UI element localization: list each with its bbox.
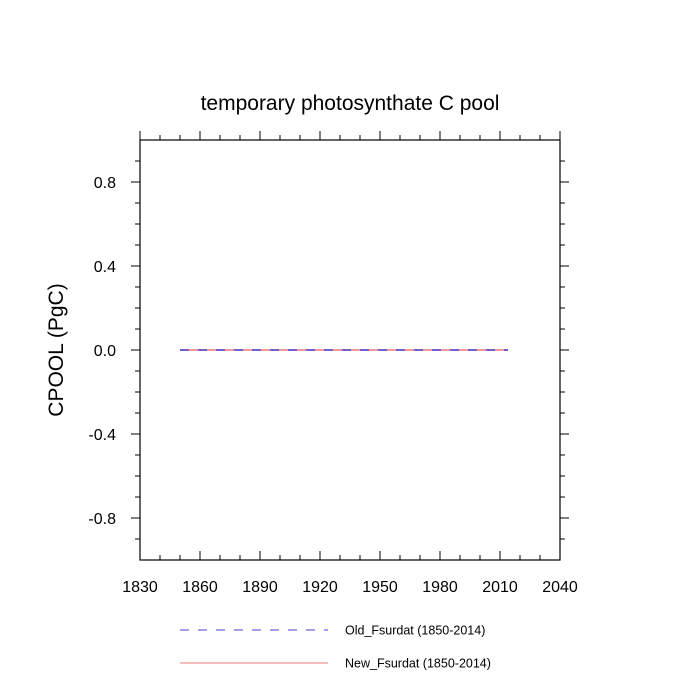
y-axis-label: CPOOL (PgC) <box>45 283 68 416</box>
y-tick-label: -0.8 <box>88 511 116 528</box>
x-tick-label: 2040 <box>542 579 578 596</box>
legend: Old_Fsurdat (1850-2014) New_Fsurdat (1850… <box>180 624 491 671</box>
x-tick-label: 1980 <box>422 579 458 596</box>
x-tick-label: 1950 <box>362 579 398 596</box>
legend-label: Old_Fsurdat (1850-2014) <box>345 624 485 638</box>
y-tick-label: -0.4 <box>88 427 116 444</box>
x-tick-label: 1920 <box>302 579 338 596</box>
chart-title: temporary photosynthate C pool <box>201 92 500 115</box>
y-tick-label: 0.4 <box>94 259 116 276</box>
y-tick-label: 0.8 <box>94 175 116 192</box>
x-tick-label: 1830 <box>122 579 158 596</box>
x-axis: 1830 1860 1890 1920 1950 1980 2010 2040 <box>122 131 578 596</box>
y-tick-label: 0.0 <box>94 343 116 360</box>
x-tick-label: 2010 <box>482 579 518 596</box>
x-tick-label: 1890 <box>242 579 278 596</box>
legend-label: New_Fsurdat (1850-2014) <box>345 657 491 671</box>
y-axis: -0.8 -0.4 0.0 0.4 0.8 <box>88 160 569 540</box>
x-tick-label: 1860 <box>182 579 218 596</box>
